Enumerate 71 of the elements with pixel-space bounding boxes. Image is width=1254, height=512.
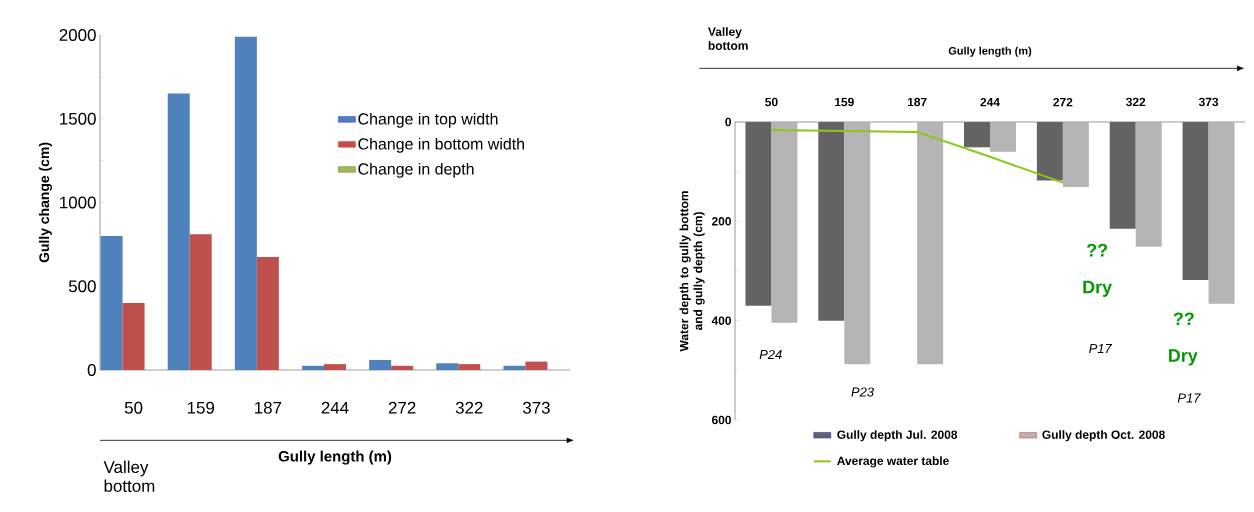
bar — [189, 234, 212, 370]
y-tick-label: 0 — [87, 363, 96, 376]
text: Valley bottom — [103, 460, 155, 492]
annotation: P24 — [759, 349, 782, 359]
bar — [1208, 121, 1235, 304]
bar — [391, 365, 414, 370]
bar — [1109, 121, 1136, 229]
x-tick-label: 322 — [1126, 97, 1146, 107]
bar — [436, 363, 459, 370]
bar — [1135, 121, 1162, 247]
legend-label: Gully depth Oct. 2008 — [1042, 430, 1165, 442]
annotation: P17 — [1089, 344, 1113, 353]
annotation: P17 — [1177, 393, 1201, 403]
annotation: ?? — [1086, 243, 1108, 257]
x-tick-label: 244 — [321, 401, 349, 414]
x-tick-label: 159 — [187, 401, 215, 414]
x-tick-label: 373 — [522, 401, 550, 414]
x-tick-label: 373 — [1198, 97, 1219, 107]
line-series — [770, 128, 1064, 184]
bar — [167, 93, 190, 370]
bar — [1182, 121, 1209, 280]
bar — [122, 302, 145, 370]
x-axis-title: Gully length (m) — [948, 46, 1032, 57]
y-tick-label: 1500 — [60, 112, 96, 125]
bar — [324, 364, 347, 370]
bar — [917, 121, 944, 365]
legend-label: Change in depth — [358, 162, 474, 178]
y-tick-label: 500 — [68, 280, 96, 293]
legend-label: Change in bottom width — [358, 137, 524, 153]
y-tick-label: 1000 — [60, 196, 96, 209]
legend-label: Average water table — [837, 456, 949, 468]
annotation: P23 — [851, 387, 874, 397]
x-tick-label: 187 — [907, 97, 927, 107]
bar — [503, 365, 526, 370]
annotation: Dry — [1169, 349, 1198, 366]
bar — [1036, 121, 1063, 181]
y-tick-label: 600 — [711, 415, 731, 425]
bar — [771, 121, 798, 323]
x-tick-label: 272 — [388, 401, 416, 414]
x-tick-label: 50 — [124, 401, 143, 414]
annotation: ?? — [1173, 312, 1194, 325]
x-axis-title: Gully length (m) — [278, 450, 392, 465]
bar — [844, 121, 871, 365]
x-tick-label: 322 — [455, 401, 483, 414]
y-axis-title: Water depth to gully bottom and gully depth (cm) — [679, 191, 705, 352]
x-tick-label: 187 — [255, 401, 282, 414]
bar — [234, 36, 257, 370]
legend-label: Change in top width — [358, 112, 498, 128]
x-tick-label: 50 — [765, 97, 778, 107]
bar — [256, 256, 279, 370]
bar — [525, 361, 548, 370]
annotation: Dry — [1083, 280, 1112, 297]
y-tick-label: 2000 — [59, 28, 96, 41]
legend-label: Gully depth Jul. 2008 — [837, 430, 958, 442]
y-tick-label: 200 — [711, 217, 731, 226]
y-tick-label: 0 — [725, 117, 731, 127]
bar — [458, 364, 481, 370]
y-axis-title: Gully change (cm) — [38, 142, 52, 263]
bar — [100, 235, 123, 370]
x-tick-label: 272 — [1053, 97, 1073, 107]
x-tick-label: 244 — [980, 97, 1000, 107]
bar — [964, 121, 991, 148]
bar — [302, 365, 325, 370]
bar — [369, 359, 392, 370]
x-tick-label: 159 — [835, 97, 854, 107]
bar — [818, 121, 845, 321]
y-tick-label: 400 — [711, 316, 731, 325]
bar — [1062, 121, 1089, 188]
text: Valley bottom — [708, 27, 748, 50]
bar — [745, 121, 772, 306]
bar — [990, 121, 1017, 152]
